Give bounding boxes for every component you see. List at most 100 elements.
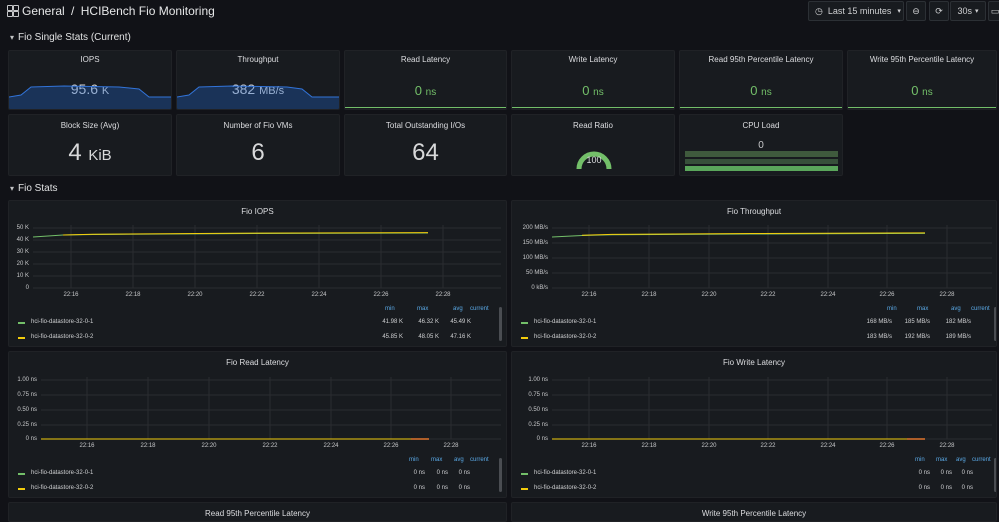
x-tick: 22:16 (63, 292, 79, 298)
panel-title: IOPS (80, 55, 100, 64)
legend-min: 0 ns (918, 485, 930, 491)
cpu-bar-2 (685, 159, 838, 164)
legend-header-avg[interactable]: avg (951, 306, 961, 312)
legend-avg: 0 ns (458, 470, 470, 476)
clock-icon: ◷ (815, 5, 823, 16)
legend-max: 46.32 K (418, 319, 439, 325)
stat-number: 95.6 (70, 81, 98, 97)
time-range-picker[interactable]: ◷ Last 15 minutes ▾ (808, 1, 904, 21)
legend-header-current[interactable]: current (470, 457, 489, 463)
x-tick: 22:22 (760, 292, 776, 298)
x-tick: 22:20 (701, 292, 717, 298)
dashboards-grid-icon[interactable] (7, 5, 19, 17)
row-fio-stats-title: Fio Stats (18, 183, 58, 194)
y-tick: 50 K (16, 225, 29, 231)
y-tick: 200 MB/s (522, 225, 548, 231)
refresh-interval-picker[interactable]: 30s ▾ (950, 1, 986, 21)
legend-avg: 47.16 K (450, 334, 471, 340)
row-single-stats-title: Fio Single Stats (Current) (18, 32, 131, 43)
legend-series-name: hci-fio-datastore-32-0-2 (31, 485, 94, 491)
stat-value: 0 ns (512, 83, 674, 98)
stat-value: 95.6 K (9, 81, 171, 97)
zoom-out-button[interactable]: ⊖ (906, 1, 926, 21)
y-tick: 40 K (16, 237, 29, 243)
legend-max: 192 MB/s (904, 334, 930, 340)
y-tick: 0 ns (25, 436, 37, 442)
stat-panel-write-p95[interactable]: Write 95th Percentile Latency 0 ns (847, 50, 997, 110)
x-tick: 22:24 (323, 443, 339, 449)
stat-value: 0 ns (345, 83, 506, 98)
graph-panel-fio-throughput[interactable]: Fio Throughput 200 MB/s 150 MB/s 100 MB/… (511, 200, 997, 347)
legend-header-max[interactable]: max (917, 306, 929, 312)
stat-panel-outstanding-io[interactable]: Total Outstanding I/Os 64 (344, 114, 507, 176)
x-tick: 22:20 (701, 443, 717, 449)
write-latency-plot (552, 377, 992, 440)
panel-title: Block Size (Avg) (60, 121, 120, 130)
legend-header-avg[interactable]: avg (956, 457, 966, 463)
legend-header-max[interactable]: max (417, 306, 429, 312)
panel-title: Write 95th Percentile Latency (701, 509, 807, 518)
legend-header-min[interactable]: min (915, 457, 925, 463)
legend-series-name: hci-fio-datastore-32-0-2 (31, 334, 94, 340)
graph-panel-fio-iops[interactable]: Fio IOPS 50 K 40 K 30 K 20 K 10 K 0 22:1… (8, 200, 507, 347)
legend-scrollbar[interactable] (499, 307, 502, 341)
legend-header-current[interactable]: current (972, 457, 991, 463)
row-single-stats[interactable]: ▾ Fio Single Stats (Current) (10, 32, 131, 43)
stat-panel-cpu-load[interactable]: CPU Load 0 (679, 114, 843, 176)
stat-panel-throughput[interactable]: Throughput 382 MB/s (176, 50, 340, 110)
graph-panel-fio-write-latency[interactable]: Fio Write Latency 1.00 ns 0.75 ns 0.50 n… (511, 351, 997, 498)
breadcrumb-folder[interactable]: General (22, 4, 65, 18)
breadcrumb-dashboard[interactable]: HCIBench Fio Monitoring (80, 4, 215, 18)
series-swatch (521, 322, 528, 324)
legend-avg: 182 MB/s (945, 319, 971, 325)
sparkline-baseline (512, 107, 674, 108)
x-tick: 22:18 (140, 443, 156, 449)
stat-unit: ns (425, 87, 437, 98)
x-tick: 22:20 (201, 443, 217, 449)
legend-max: 0 ns (436, 470, 448, 476)
row-fio-stats[interactable]: ▾ Fio Stats (10, 183, 57, 194)
tv-mode-button[interactable]: ▭ (988, 1, 999, 21)
y-tick: 10 K (16, 273, 29, 279)
legend-header-current[interactable]: current (971, 306, 990, 312)
panel-title: Fio Read Latency (226, 358, 289, 367)
stat-panel-read-latency[interactable]: Read Latency 0 ns (344, 50, 507, 110)
legend-header-min[interactable]: min (409, 457, 419, 463)
gauge-value: 100 (586, 155, 602, 165)
legend-avg: 189 MB/s (945, 334, 971, 340)
stat-panel-write-latency[interactable]: Write Latency 0 ns (511, 50, 675, 110)
zoom-out-icon: ⊖ (912, 5, 920, 16)
legend-header-avg[interactable]: avg (454, 457, 464, 463)
legend-header-max[interactable]: max (936, 457, 948, 463)
sparkline-baseline (345, 107, 506, 108)
legend-scrollbar[interactable] (499, 458, 502, 492)
legend-header-min[interactable]: min (887, 306, 897, 312)
stat-value: 382 MB/s (177, 81, 339, 97)
refresh-button[interactable]: ⟳ (929, 1, 949, 21)
throughput-plot (552, 225, 992, 289)
stat-panel-iops[interactable]: IOPS 95.6 K (8, 50, 172, 110)
y-tick: 50 MB/s (525, 270, 548, 276)
legend-header-avg[interactable]: avg (453, 306, 463, 312)
legend-scrollbar[interactable] (994, 458, 996, 492)
legend-max: 185 MB/s (904, 319, 930, 325)
series-swatch (521, 488, 528, 490)
graph-panel-write-p95[interactable]: Write 95th Percentile Latency (511, 502, 997, 522)
panel-title: Read 95th Percentile Latency (708, 55, 814, 64)
legend-header-min[interactable]: min (385, 306, 395, 312)
graph-panel-fio-read-latency[interactable]: Fio Read Latency 1.00 ns 0.75 ns 0.50 ns… (8, 351, 507, 498)
series-swatch (18, 337, 25, 339)
panel-title: Fio Write Latency (722, 358, 786, 367)
stat-panel-read-ratio[interactable]: Read Ratio 100 (511, 114, 675, 176)
legend-header-current[interactable]: current (470, 306, 489, 312)
cpu-bar-1 (685, 151, 838, 157)
panel-title: Read Ratio (572, 121, 614, 130)
legend-scrollbar[interactable] (994, 307, 996, 341)
stat-panel-block-size[interactable]: Block Size (Avg) 4 KiB (8, 114, 172, 176)
stat-panel-fio-vms[interactable]: Number of Fio VMs 6 (176, 114, 340, 176)
stat-panel-read-p95[interactable]: Read 95th Percentile Latency 0 ns (679, 50, 843, 110)
refresh-interval-label: 30s (957, 6, 972, 16)
stat-value: 64 (412, 139, 439, 166)
legend-header-max[interactable]: max (431, 457, 443, 463)
graph-panel-read-p95[interactable]: Read 95th Percentile Latency (8, 502, 507, 522)
